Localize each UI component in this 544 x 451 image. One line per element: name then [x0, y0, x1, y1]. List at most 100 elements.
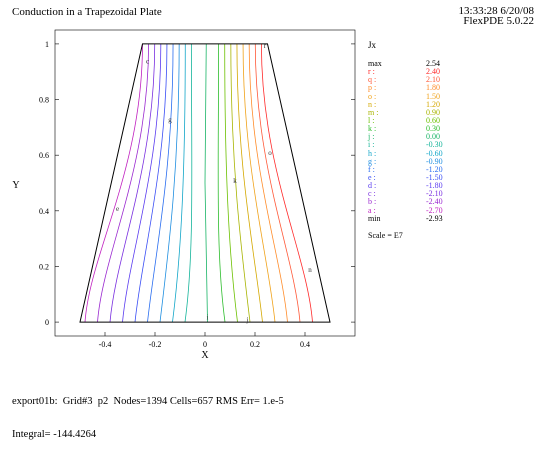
- x-tick-label: -0.2: [149, 340, 162, 349]
- legend-level-value: 1.80: [426, 83, 440, 93]
- legend-level-label: e :: [368, 172, 376, 182]
- legend-level-value: -1.80: [426, 181, 443, 191]
- y-tick-label: 0: [45, 318, 49, 327]
- legend-level-label: o :: [368, 91, 377, 101]
- contour-line: [230, 43, 251, 323]
- axis-ticks: -0.4 -0.2 0 0.2 0.4 0 0.2 0.4 0.6 0.8 1: [39, 40, 355, 349]
- legend-row: p : 1.80: [368, 84, 538, 92]
- contour-label: n: [308, 266, 312, 274]
- legend-row: a : -2.70: [368, 205, 538, 215]
- contour-line: [204, 43, 208, 323]
- x-tick-label: 0.2: [250, 340, 260, 349]
- y-tick-label: 0.4: [39, 207, 49, 216]
- x-tick-label: 0.4: [300, 340, 310, 349]
- contour-line: [159, 43, 180, 323]
- chart-title: Conduction in a Trapezoidal Plate: [12, 6, 162, 18]
- contour-label: k: [233, 177, 237, 185]
- contour-label: o: [268, 149, 272, 157]
- legend-level-label: m :: [368, 107, 379, 117]
- contour-line: [172, 43, 186, 323]
- legend-row: f : -1.20: [368, 164, 538, 174]
- legend-level-value: -2.40: [426, 197, 443, 207]
- contour-label: e: [116, 205, 119, 213]
- contour-line: [254, 43, 301, 323]
- contour-line: [147, 43, 174, 323]
- contour-lines: [84, 43, 313, 323]
- legend-row: h : -0.60: [368, 148, 538, 158]
- legend-level-value: -0.30: [426, 140, 443, 150]
- y-tick-label: 1: [45, 40, 49, 49]
- legend-row: d : -1.80: [368, 182, 538, 190]
- contour-line: [134, 43, 168, 323]
- legend-row: q : 2.10: [368, 76, 538, 84]
- legend-level-label: l :: [368, 115, 375, 125]
- legend-row: l : 0.60: [368, 115, 538, 125]
- legend-level-label: r :: [368, 67, 375, 77]
- legend-level-label: g :: [368, 156, 377, 166]
- legend-level-value: 0.90: [426, 107, 440, 117]
- legend-row: i : -0.30: [368, 141, 538, 149]
- x-tick-label: -0.4: [99, 340, 112, 349]
- legend-scale: Scale = E7: [368, 230, 403, 240]
- contour-labels: r c g o k e n i j: [116, 42, 312, 324]
- contour-line: [97, 43, 150, 323]
- legend-row: j : 0.00: [368, 133, 538, 141]
- contour-label: r: [264, 42, 267, 50]
- legend-level-value: 1.50: [426, 91, 440, 101]
- legend-row: k : 0.30: [368, 125, 538, 133]
- legend-level-label: j :: [368, 132, 375, 142]
- legend-row: n : 1.20: [368, 99, 538, 109]
- legend-row: g : -0.90: [368, 156, 538, 166]
- y-tick-label: 0.2: [39, 262, 49, 271]
- x-tick-label: 0: [203, 340, 207, 349]
- legend-level-label: a :: [368, 205, 376, 215]
- legend-level-label: c :: [368, 189, 376, 199]
- x-axis-label: X: [201, 350, 209, 361]
- legend-level-label: h :: [368, 148, 377, 158]
- contour-label: g: [168, 116, 172, 124]
- legend-level-value: 2.40: [426, 67, 440, 77]
- contour-line: [248, 43, 288, 323]
- version-label: FlexPDE 5.0.22: [463, 15, 534, 27]
- contour-line: [122, 43, 162, 323]
- legend-level-value: 0.00: [426, 132, 440, 142]
- y-tick-label: 0.8: [39, 96, 49, 105]
- legend-level-value: -1.50: [426, 172, 443, 182]
- contour-line: [236, 43, 263, 323]
- legend-min-value: -2.93: [426, 213, 443, 223]
- legend-level-value: 2.10: [426, 75, 440, 85]
- contour-line: [109, 43, 156, 323]
- legend-min-row: min -2.93: [368, 213, 538, 223]
- contour-line: [184, 43, 193, 323]
- legend-level-value: -2.70: [426, 205, 443, 215]
- legend-row: m : 0.90: [368, 107, 538, 117]
- legend-level-label: p :: [368, 83, 377, 93]
- contour-label: j: [246, 316, 249, 324]
- legend-level-value: -1.20: [426, 164, 443, 174]
- legend-row: c : -2.10: [368, 190, 538, 198]
- legend-level-value: -0.60: [426, 148, 443, 158]
- footer-stats: export01b: Grid#3 p2 Nodes=1394 Cells=65…: [12, 396, 284, 407]
- contour-line: [242, 43, 276, 323]
- footer: export01b: Grid#3 p2 Nodes=1394 Cells=65…: [12, 374, 284, 451]
- legend-level-label: n :: [368, 99, 377, 109]
- legend-level-value: 0.60: [426, 115, 440, 125]
- legend-level-label: i :: [368, 140, 375, 150]
- footer-integral: Integral= -144.4264: [12, 429, 97, 440]
- legend-levels: r : 2.40 q : 2.10 p : 1.80 o : 1.50 n : 1.20 m : 0.…: [368, 68, 538, 215]
- legend-max-value: 2.54: [426, 59, 440, 68]
- contour-line: [84, 43, 143, 323]
- contour-line: [224, 43, 238, 323]
- contour-label: i: [207, 313, 209, 321]
- legend-level-value: 1.20: [426, 99, 440, 109]
- legend-level-label: d :: [368, 181, 377, 191]
- legend-row: e : -1.50: [368, 172, 538, 182]
- domain-outline: [79, 43, 331, 323]
- legend-level-label: b :: [368, 197, 377, 207]
- y-tick-label: 0.6: [39, 151, 49, 160]
- legend-min-label: min: [368, 213, 381, 223]
- legend-level-label: k :: [368, 124, 377, 134]
- legend-row: b : -2.40: [368, 198, 538, 206]
- legend: Jx max 2.54 r : 2.40 q : 2.10 p : 1.80 o : 1.50…: [368, 40, 538, 240]
